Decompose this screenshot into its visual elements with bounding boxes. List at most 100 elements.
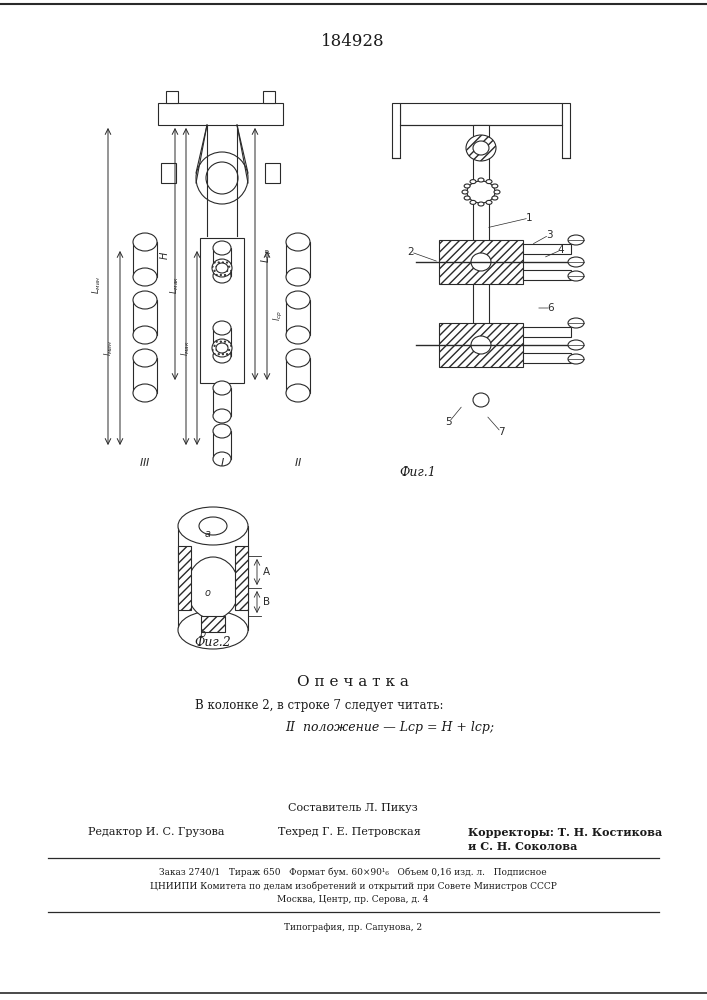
Text: $L_{cp}$: $L_{cp}$ <box>260 247 274 263</box>
Text: a: a <box>205 529 211 539</box>
Ellipse shape <box>486 200 492 204</box>
Ellipse shape <box>133 233 157 251</box>
Text: $II$: $II$ <box>294 456 302 468</box>
Ellipse shape <box>568 354 584 364</box>
Bar <box>439 240 523 284</box>
Ellipse shape <box>213 452 231 466</box>
Ellipse shape <box>473 393 489 407</box>
Ellipse shape <box>486 180 492 184</box>
Ellipse shape <box>286 233 310 251</box>
Text: $l_{мак}$: $l_{мак}$ <box>180 340 192 356</box>
Bar <box>213 248 231 276</box>
Bar <box>263 91 275 103</box>
Bar <box>213 388 231 416</box>
Ellipse shape <box>178 611 248 649</box>
Text: Составитель Л. Пикуз: Составитель Л. Пикуз <box>288 803 418 813</box>
Ellipse shape <box>213 381 231 395</box>
Text: Фиг.2: Фиг.2 <box>194 636 231 648</box>
Bar <box>523 270 571 280</box>
Ellipse shape <box>568 235 584 245</box>
Bar <box>523 327 571 337</box>
Text: Редактор И. С. Грузова: Редактор И. С. Грузова <box>88 827 225 837</box>
Text: $L_{мак}$: $L_{мак}$ <box>168 276 181 294</box>
Ellipse shape <box>213 409 231 423</box>
Text: 5: 5 <box>445 417 452 427</box>
Bar <box>439 323 523 367</box>
Text: Корректоры: Т. Н. Костикова: Корректоры: Т. Н. Костикова <box>468 826 662 838</box>
Bar <box>133 242 157 277</box>
Text: и С. Н. Соколова: и С. Н. Соколова <box>468 842 578 852</box>
Text: Заказ 2740/1   Тираж 650   Формат бум. 60×90¹₆   Объем 0,16 изд. л.   Подписное: Заказ 2740/1 Тираж 650 Формат бум. 60×90… <box>159 867 547 877</box>
Ellipse shape <box>178 507 248 545</box>
Ellipse shape <box>187 557 239 619</box>
Bar <box>133 358 157 393</box>
Text: o: o <box>205 588 211 598</box>
Bar <box>166 91 178 103</box>
Text: Типография, пр. Сапунова, 2: Типография, пр. Сапунова, 2 <box>284 924 422 932</box>
Bar <box>286 300 310 335</box>
Ellipse shape <box>478 178 484 182</box>
Ellipse shape <box>213 321 231 335</box>
Ellipse shape <box>467 181 495 203</box>
Bar <box>133 300 157 335</box>
Ellipse shape <box>133 268 157 286</box>
Ellipse shape <box>568 257 584 267</box>
Bar <box>158 103 283 125</box>
Ellipse shape <box>206 162 238 194</box>
Ellipse shape <box>133 326 157 344</box>
Ellipse shape <box>216 263 228 273</box>
Text: II  положение — Lср = H + lср;: II положение — Lср = H + lср; <box>285 722 494 734</box>
Ellipse shape <box>286 268 310 286</box>
Text: 1: 1 <box>526 213 532 223</box>
Bar <box>562 103 570 158</box>
Bar <box>286 242 310 277</box>
Ellipse shape <box>133 384 157 402</box>
Text: ЦНИИПИ Комитета по делам изобретений и открытий при Совете Министров СССР: ЦНИИПИ Комитета по делам изобретений и о… <box>150 881 556 891</box>
Text: 4: 4 <box>558 245 564 255</box>
Ellipse shape <box>133 349 157 367</box>
Bar <box>200 238 244 383</box>
Ellipse shape <box>213 269 231 283</box>
Text: О п е ч а т к а: О п е ч а т к а <box>297 675 409 689</box>
Ellipse shape <box>213 241 231 255</box>
Text: b: b <box>200 629 206 639</box>
Ellipse shape <box>470 180 476 184</box>
Text: Фиг.1: Фиг.1 <box>399 466 436 480</box>
Ellipse shape <box>212 259 232 277</box>
Ellipse shape <box>471 336 491 354</box>
Bar <box>161 163 176 183</box>
Text: $L_{мин}$: $L_{мин}$ <box>90 276 103 294</box>
Ellipse shape <box>466 135 496 161</box>
Ellipse shape <box>492 184 498 188</box>
Text: 2: 2 <box>408 247 414 257</box>
Bar <box>400 103 562 125</box>
Ellipse shape <box>286 291 310 309</box>
Bar <box>523 244 571 254</box>
Ellipse shape <box>216 343 228 353</box>
Ellipse shape <box>464 196 470 200</box>
Text: 7: 7 <box>498 427 504 437</box>
Ellipse shape <box>286 349 310 367</box>
Bar <box>265 163 280 183</box>
Ellipse shape <box>464 184 470 188</box>
Text: $l_{мин}$: $l_{мин}$ <box>103 340 115 356</box>
Text: 3: 3 <box>546 230 552 240</box>
Text: A: A <box>263 567 270 577</box>
Bar <box>178 526 248 630</box>
Text: Техред Г. Е. Петровская: Техред Г. Е. Петровская <box>278 827 421 837</box>
Bar <box>473 125 489 335</box>
Bar <box>235 546 248 610</box>
Ellipse shape <box>492 196 498 200</box>
Text: $l_{cp}$: $l_{cp}$ <box>272 309 285 321</box>
Text: B: B <box>263 597 270 607</box>
Bar <box>523 353 571 363</box>
Ellipse shape <box>199 517 227 535</box>
Ellipse shape <box>213 349 231 363</box>
Text: 6: 6 <box>548 303 554 313</box>
Ellipse shape <box>133 291 157 309</box>
Bar <box>286 358 310 393</box>
Bar <box>213 431 231 459</box>
Ellipse shape <box>568 340 584 350</box>
Ellipse shape <box>494 190 500 194</box>
Bar <box>213 328 231 356</box>
